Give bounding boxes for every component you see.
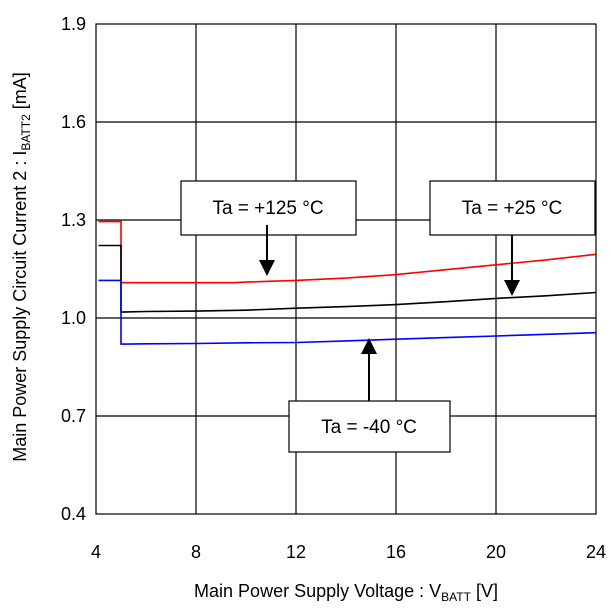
x-tick-label: 4 <box>91 542 101 562</box>
arrow-head <box>361 338 377 354</box>
y-tick-label: 1.0 <box>61 308 86 328</box>
arrow-head <box>504 280 520 296</box>
x-tick-label: 24 <box>586 542 606 562</box>
annotation-ta-125: Ta = +125 °C <box>180 180 357 276</box>
y-tick-label: 0.7 <box>61 406 86 426</box>
annotation-ta-25: Ta = +25 °C <box>429 180 596 296</box>
y-tick-labels: 0.4 0.7 1.0 1.3 1.6 1.9 <box>61 14 86 524</box>
series-line-1 <box>98 244 597 313</box>
y-tick-label: 1.6 <box>61 112 86 132</box>
x-tick-labels: 4 8 12 16 20 24 <box>91 542 606 562</box>
series-line-2 <box>98 279 597 345</box>
arrow-head <box>259 260 275 276</box>
x-axis-label: Main Power Supply Voltage : VBATT [V] <box>194 581 498 604</box>
series-lines <box>98 220 597 345</box>
annotation-label: Ta = +125 °C <box>212 198 323 219</box>
annotation-label: Ta = +25 °C <box>462 198 563 219</box>
series-line-0 <box>98 220 597 284</box>
y-axis-label: Main Power Supply Circuit Current 2 : IB… <box>10 72 33 462</box>
annotation-ta-minus-40: Ta = -40 °C <box>288 338 451 453</box>
annotation-box <box>288 400 451 453</box>
annotation-box <box>180 180 357 236</box>
annotation-label: Ta = -40 °C <box>321 417 417 438</box>
y-tick-label: 0.4 <box>61 504 86 524</box>
x-tick-label: 12 <box>286 542 306 562</box>
x-tick-label: 16 <box>386 542 406 562</box>
y-tick-label: 1.9 <box>61 14 86 34</box>
plot-frame <box>95 23 597 515</box>
x-tick-label: 8 <box>191 542 201 562</box>
annotation-box <box>429 180 596 236</box>
y-tick-label: 1.3 <box>61 210 86 230</box>
x-tick-label: 20 <box>486 542 506 562</box>
